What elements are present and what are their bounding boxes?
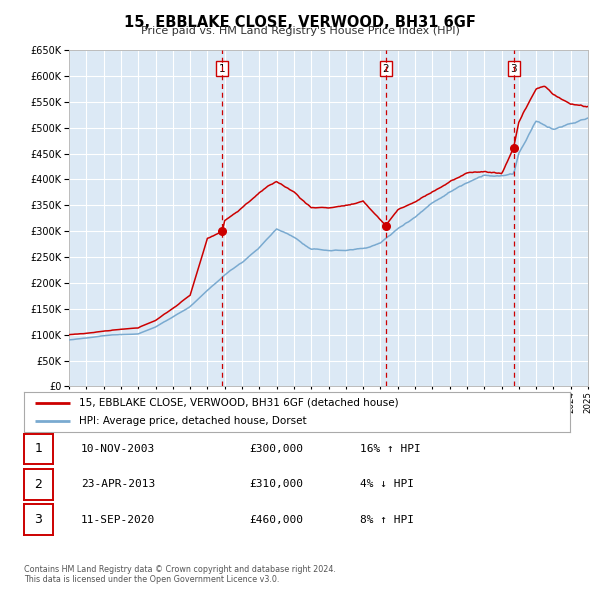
Text: 1: 1: [219, 64, 226, 74]
Text: 15, EBBLAKE CLOSE, VERWOOD, BH31 6GF (detached house): 15, EBBLAKE CLOSE, VERWOOD, BH31 6GF (de…: [79, 398, 398, 408]
Text: Price paid vs. HM Land Registry's House Price Index (HPI): Price paid vs. HM Land Registry's House …: [140, 26, 460, 36]
Text: 23-APR-2013: 23-APR-2013: [81, 480, 155, 489]
Text: HPI: Average price, detached house, Dorset: HPI: Average price, detached house, Dors…: [79, 416, 306, 426]
Text: 16% ↑ HPI: 16% ↑ HPI: [360, 444, 421, 454]
Text: 15, EBBLAKE CLOSE, VERWOOD, BH31 6GF: 15, EBBLAKE CLOSE, VERWOOD, BH31 6GF: [124, 15, 476, 30]
Text: 10-NOV-2003: 10-NOV-2003: [81, 444, 155, 454]
Text: 2: 2: [34, 478, 43, 491]
Text: £460,000: £460,000: [249, 515, 303, 525]
Text: Contains HM Land Registry data © Crown copyright and database right 2024.: Contains HM Land Registry data © Crown c…: [24, 565, 336, 574]
Text: £310,000: £310,000: [249, 480, 303, 489]
Text: 1: 1: [34, 442, 43, 455]
Text: 3: 3: [34, 513, 43, 526]
Text: This data is licensed under the Open Government Licence v3.0.: This data is licensed under the Open Gov…: [24, 575, 280, 584]
Text: £300,000: £300,000: [249, 444, 303, 454]
Text: 3: 3: [510, 64, 517, 74]
Text: 2: 2: [382, 64, 389, 74]
Text: 4% ↓ HPI: 4% ↓ HPI: [360, 480, 414, 489]
Text: 8% ↑ HPI: 8% ↑ HPI: [360, 515, 414, 525]
Text: 11-SEP-2020: 11-SEP-2020: [81, 515, 155, 525]
